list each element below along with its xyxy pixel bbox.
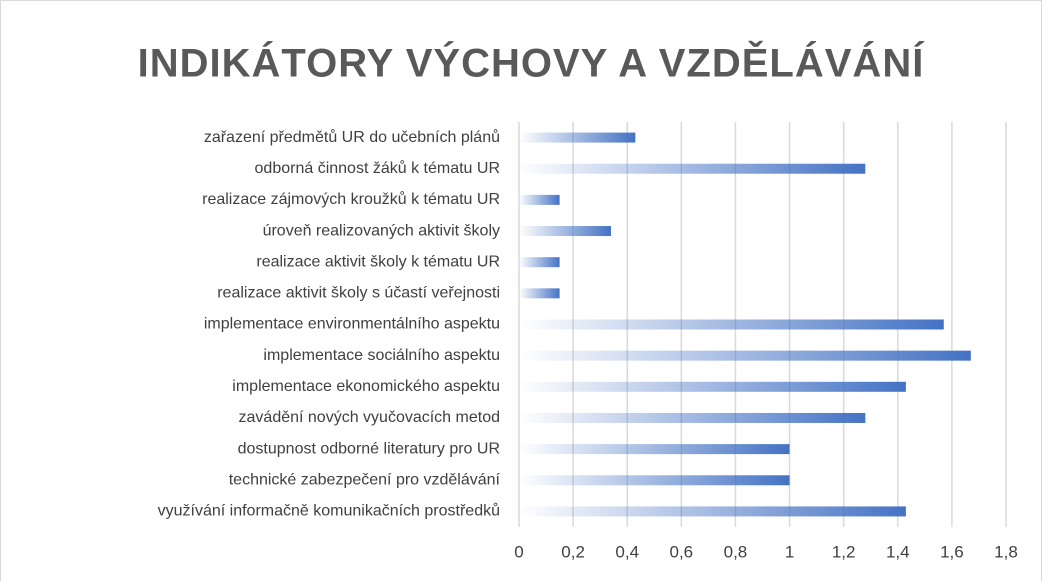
y-tick-label: odborná činnost žáků k tématu UR [255,159,500,177]
bar [519,350,971,361]
bar [519,288,560,299]
y-tick-label: realizace zájmových kroužků k tématu UR [202,190,500,208]
bar [519,444,790,455]
bar [519,381,906,392]
y-tick-label: technické zabezpečení pro vzdělávání [229,471,501,488]
x-tick-label: 1,4 [886,542,910,561]
bar [519,226,611,237]
x-tick-label: 0,6 [670,542,694,561]
y-tick-label: implementace sociálního aspektu [263,347,500,364]
y-tick-label: zavádění nových vyučovacích metod [239,409,500,426]
x-tick-label: 0,4 [615,542,639,561]
x-tick-label: 0,8 [724,542,748,561]
x-tick-label: 1 [785,542,794,561]
chart-title: INDIKÁTORY VÝCHOVY A VZDĚLÁVÁNÍ [138,40,925,86]
bar [519,257,560,268]
x-tick-label: 1,6 [940,542,964,561]
bar [519,319,944,330]
y-tick-label: zařazení předmětů UR do učebních plánů [204,128,500,146]
bar [519,475,790,486]
bar [519,194,560,205]
x-tick-label: 0,2 [561,542,585,561]
y-tick-label: realizace aktivit školy s účastí veřejno… [217,285,500,302]
bar [519,506,906,517]
y-tick-label: realizace aktivit školy k tématu UR [256,253,500,270]
bar [519,412,866,423]
x-tick-label: 0 [514,542,523,561]
x-tick-label: 1,8 [994,542,1018,561]
bar [519,132,636,143]
y-tick-label: implementace environmentálního aspektu [204,316,500,333]
y-tick-label: využívání informačně komunikačních prost… [158,502,500,520]
y-tick-label: implementace ekonomického aspektu [232,378,500,395]
y-tick-label: dostupnost odborné literatury pro UR [238,440,500,457]
bar [519,163,866,174]
y-tick-label: úroveň realizovaných aktivit školy [263,222,500,239]
x-tick-label: 1,2 [832,542,856,561]
